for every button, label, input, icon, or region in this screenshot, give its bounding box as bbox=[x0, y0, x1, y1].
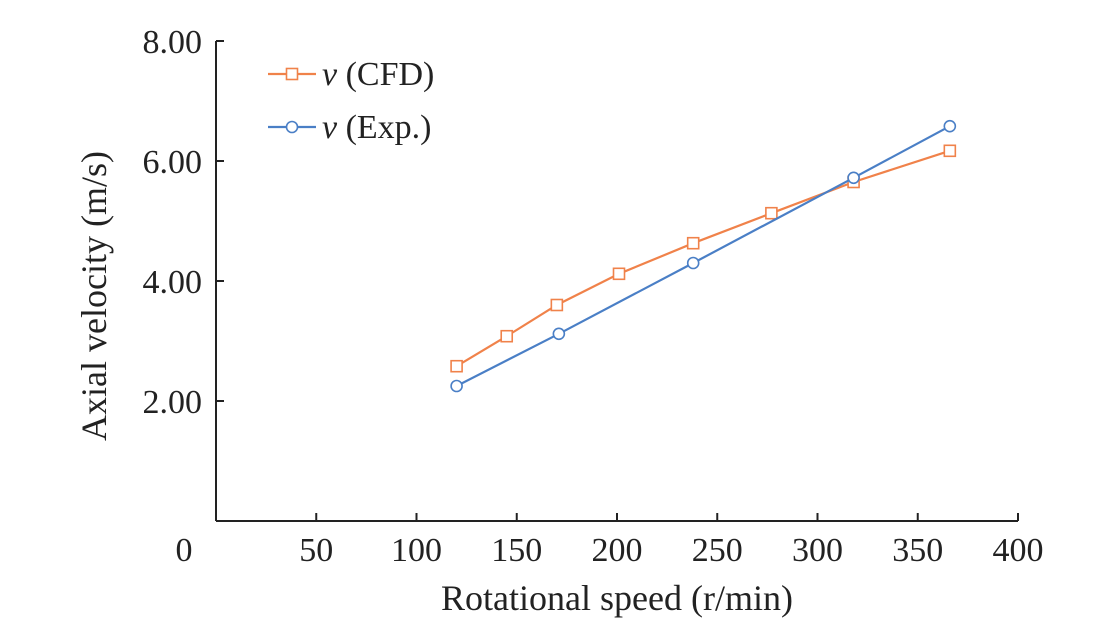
y-tick-label: 8.00 bbox=[143, 24, 203, 61]
x-tick-label: 400 bbox=[993, 532, 1044, 569]
series-exp bbox=[450, 119, 957, 393]
legend-symbol: v bbox=[322, 56, 338, 93]
data-point-cfd bbox=[550, 298, 564, 312]
y-ticks: 2.00 4.00 6.00 8.00 bbox=[143, 24, 224, 421]
series-layer bbox=[450, 119, 957, 393]
x-tick-label: 150 bbox=[491, 532, 542, 569]
legend-marker-cfd bbox=[285, 67, 299, 81]
x-tick-label: 100 bbox=[391, 532, 442, 569]
x-ticks: 0 50 100 150 200 250 300 350 400 bbox=[176, 513, 1044, 569]
legend-label-cfd: v (CFD) bbox=[322, 56, 434, 93]
legend-symbol: v bbox=[322, 109, 338, 146]
y-tick-label: 4.00 bbox=[143, 264, 203, 301]
legend-item-cfd: v (CFD) bbox=[268, 56, 434, 93]
y-tick-label: 2.00 bbox=[143, 384, 203, 421]
data-point-cfd bbox=[450, 359, 463, 373]
x-tick-label: 0 bbox=[176, 532, 193, 569]
legend-suffix: (Exp.) bbox=[337, 109, 431, 146]
data-point-cfd bbox=[943, 144, 957, 158]
legend-marker-exp bbox=[285, 120, 299, 134]
x-axis-title: Rotational speed (r/min) bbox=[441, 578, 793, 618]
x-tick-label: 300 bbox=[792, 532, 843, 569]
x-tick-label: 200 bbox=[592, 532, 643, 569]
data-point-exp bbox=[552, 327, 566, 341]
data-point-exp bbox=[686, 256, 700, 270]
series-line-cfd bbox=[456, 149, 951, 368]
data-point-exp bbox=[847, 171, 860, 185]
data-point-cfd bbox=[765, 206, 778, 220]
legend-suffix: (CFD) bbox=[337, 56, 434, 93]
series-line-exp bbox=[456, 125, 951, 387]
y-axis-title: Axial velocity (m/s) bbox=[74, 151, 114, 441]
legend: v (CFD)v (Exp.) bbox=[268, 56, 434, 146]
legend-label-exp: v (Exp.) bbox=[322, 109, 432, 146]
x-tick-label: 350 bbox=[892, 532, 943, 569]
legend-item-exp: v (Exp.) bbox=[268, 109, 432, 146]
x-tick-label: 50 bbox=[299, 532, 333, 569]
data-point-cfd bbox=[686, 236, 700, 250]
x-tick-label: 250 bbox=[692, 532, 743, 569]
data-point-cfd bbox=[500, 329, 514, 343]
y-tick-label: 6.00 bbox=[143, 144, 203, 181]
data-point-cfd bbox=[612, 267, 626, 281]
data-point-exp bbox=[943, 119, 957, 133]
series-cfd bbox=[450, 144, 957, 373]
data-point-exp bbox=[450, 379, 463, 393]
